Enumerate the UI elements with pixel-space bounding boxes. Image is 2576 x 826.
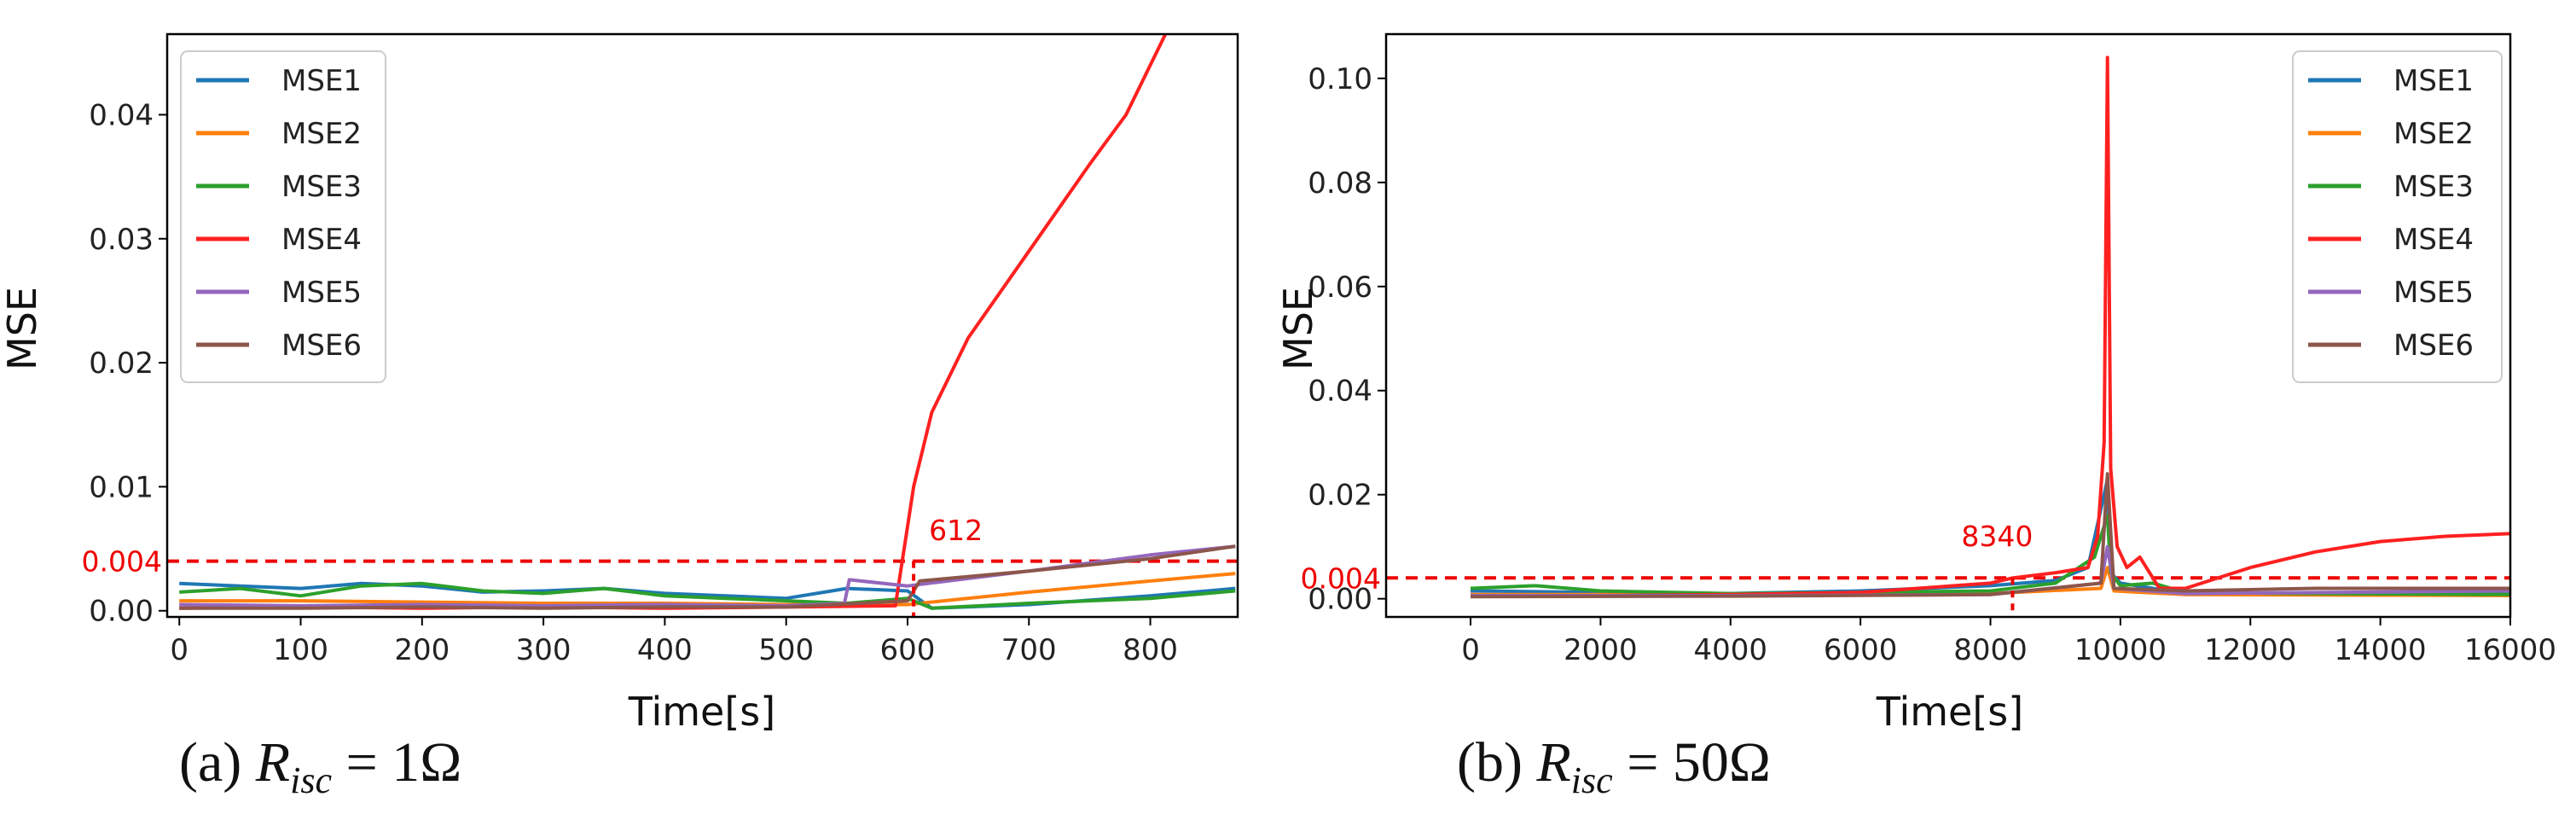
y-tick-label: 0.06 [1308,270,1372,305]
plot-frame [1384,32,2512,619]
legend-label-mse3: MSE3 [2393,170,2474,204]
series-mse3 [179,581,1236,610]
y-axis-label: MSE [0,287,45,370]
x-tick-label: 0 [170,633,189,667]
x-axis-label: Time[s] [628,689,775,735]
caption-subscript: isc [290,759,332,801]
y-tick-label: 0.10 [1308,62,1372,96]
caption-label: (b) [1457,731,1536,794]
y-tick-label: 0.03 [89,223,154,257]
y-tick-label: 0.01 [89,470,154,504]
series-mse4 [1470,55,2510,598]
legend-label-mse2: MSE2 [281,117,362,151]
caption-value: = 50Ω [1613,731,1771,794]
legend-label-mse5: MSE5 [2393,276,2474,310]
y-tick-label: 0.02 [89,346,154,381]
x-tick-label: 8000 [1953,633,2028,667]
legend-label-mse1: MSE1 [2393,64,2474,98]
panel-a: 0 100 200 300 400 500 600 700 800 0.00 0.01 0.02 0.0… [0,32,1239,801]
y-axis-label: MSE [1275,287,1321,370]
panel-b: 0 2000 4000 6000 8000 10000 12000 14000 16000 0.0… [1275,32,2556,801]
threshold-label: 0.004 [1301,561,1381,595]
legend-label-mse2: MSE2 [2393,117,2474,151]
x-tick-label: 200 [394,633,450,667]
x-tick-label: 4000 [1694,633,1768,667]
plot-frame [165,32,1239,619]
y-tick-label: 0.04 [89,98,154,132]
series-lines [167,34,1238,610]
legend-label-mse4: MSE4 [281,223,362,257]
x-tick-label: 500 [758,633,814,667]
legend-label-mse4: MSE4 [2393,223,2474,257]
caption-value: = 1Ω [332,731,461,794]
event-label: 8340 [1961,520,2033,553]
x-tick-label: 10000 [2074,633,2167,667]
caption-r: R [1535,731,1570,794]
panel-caption: (b) Risc = 50Ω [1457,731,1771,801]
x-tick-label: 700 [1001,633,1057,667]
x-tick-label: 800 [1123,633,1178,667]
y-tick-label: 0.02 [1308,479,1372,513]
x-tick-label: 6000 [1824,633,1898,667]
x-tick-label: 2000 [1564,633,1638,667]
series-mse6 [1470,472,2510,599]
panel-caption: (a) Risc = 1Ω [179,731,461,801]
x-axis-label: Time[s] [1876,689,2023,735]
legend-label-mse6: MSE6 [2393,329,2474,363]
y-tick-label: 0.00 [89,595,154,629]
y-tick-label: 0.00 [1308,583,1372,617]
x-tick-label: 12000 [2204,633,2296,667]
legend-label-mse6: MSE6 [281,329,362,363]
x-tick-label: 14000 [2335,633,2427,667]
x-tick-label: 0 [1461,633,1480,667]
legend: MSE1 MSE2 MSE3 MSE4 MSE5 MSE6 [2292,50,2503,383]
x-tick-label: 600 [880,633,936,667]
event-label: 612 [929,514,983,547]
x-tick-label: 100 [273,633,328,667]
threshold-label: 0.004 [82,545,162,579]
caption-r: R [255,731,290,794]
series-lines [1386,55,2510,599]
x-tick-label: 16000 [2464,633,2556,667]
legend-label-mse1: MSE1 [281,64,362,98]
legend: MSE1 MSE2 MSE3 MSE4 MSE5 MSE6 [180,50,386,383]
legend-label-mse3: MSE3 [281,170,362,204]
series-mse6 [179,544,1236,610]
legend-label-mse5: MSE5 [281,276,362,310]
caption-label: (a) [179,731,256,794]
x-tick-label: 400 [637,633,693,667]
y-tick-label: 0.04 [1308,375,1372,409]
y-tick-label: 0.08 [1308,166,1372,201]
caption-subscript: isc [1571,759,1613,801]
x-tick-label: 300 [516,633,571,667]
